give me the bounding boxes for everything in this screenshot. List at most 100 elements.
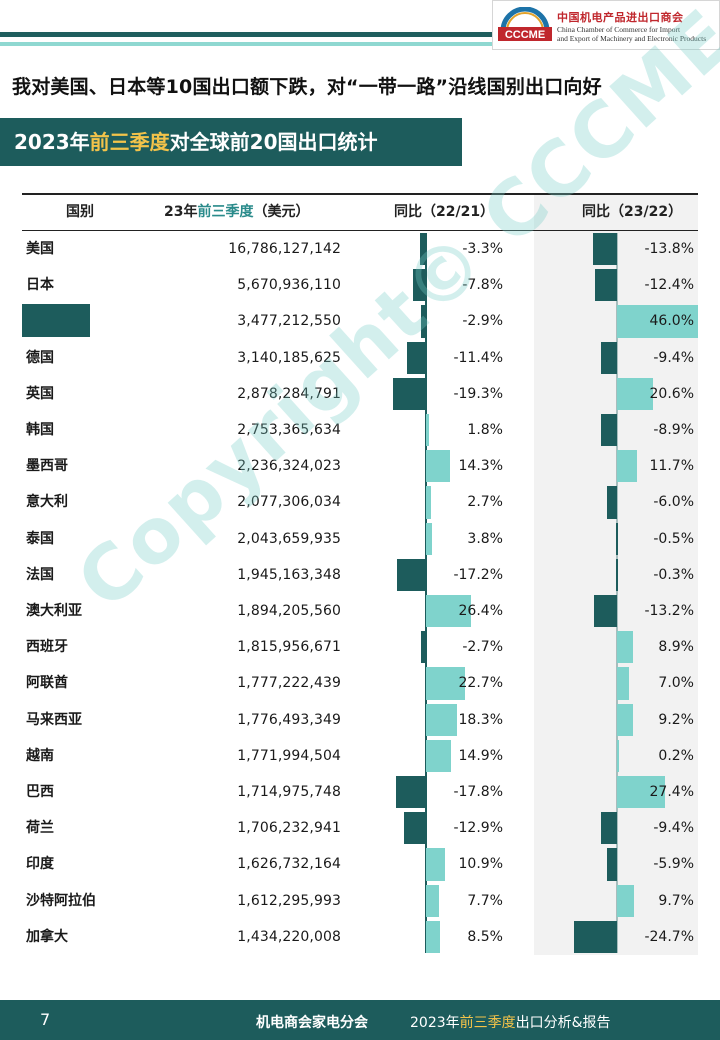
bar-yoy-22-21 [406, 341, 426, 374]
bar-yoy-22-21 [421, 631, 426, 664]
bar-yoy-23-22 [617, 631, 633, 664]
section-title-prefix: 2023年 [14, 130, 90, 154]
country-name: 美国 [26, 241, 54, 257]
country-name: 英国 [26, 385, 54, 402]
table-header-bottom-rule [22, 230, 698, 231]
export-value: 2,753,365,634 [237, 422, 341, 438]
yoy-23-22-label: 9.2% [658, 711, 694, 728]
bar-yoy-22-21 [426, 414, 430, 447]
bar-yoy-22-21 [426, 884, 440, 917]
header-value-highlight: 前三季度 [197, 204, 254, 220]
yoy-23-22-label: 46.0% [649, 313, 694, 330]
page-number: 7 [40, 1010, 51, 1029]
bar-yoy-22-21 [426, 848, 445, 881]
yoy-23-22-label: -8.9% [653, 422, 694, 438]
country-name: 加拿大 [26, 928, 68, 945]
bar-yoy-22-21 [426, 920, 441, 953]
header-value-suffix: （美元） [253, 204, 310, 220]
export-value: 1,815,956,671 [237, 639, 341, 656]
export-value: 1,612,295,993 [237, 892, 341, 909]
yoy-22-21-label: -19.3% [453, 385, 503, 402]
country-name: 韩国 [26, 422, 54, 438]
bar-yoy-22-21 [426, 522, 433, 555]
bar-yoy-23-22 [600, 341, 617, 374]
yoy-22-21-label: -17.2% [453, 566, 503, 583]
footer-report-suffix: 出口分析&报告 [515, 1015, 611, 1031]
yoy-22-21-label: 3.8% [467, 530, 503, 547]
bar-yoy-22-21 [420, 233, 426, 266]
country-name: 马来西亚 [26, 711, 82, 728]
footer-report-prefix: 2023年 [410, 1015, 460, 1031]
footer-organization: 机电商会家电分会 [256, 1015, 368, 1031]
table-header-top-rule [22, 193, 698, 195]
header-value-prefix: 23年 [164, 204, 198, 220]
country-name: 巴西 [26, 784, 54, 800]
country-name: 墨西哥 [26, 458, 68, 475]
export-value: 1,706,232,941 [237, 820, 341, 837]
yoy-22-21-label: 8.5% [467, 928, 503, 945]
redacted-country-block [22, 304, 90, 337]
country-name: 印度 [26, 856, 54, 873]
footer-report-highlight: 前三季度 [459, 1015, 516, 1031]
country-name: 西班牙 [26, 639, 68, 656]
yoy-23-22-label: -9.4% [653, 349, 694, 366]
yoy-23-22-label: 8.9% [658, 639, 694, 656]
export-value: 1,945,163,348 [237, 566, 341, 583]
country-name: 法国 [26, 566, 54, 583]
bar-yoy-22-21 [396, 558, 426, 591]
bar-yoy-23-22 [606, 486, 617, 519]
yoy-23-22-label: -6.0% [653, 494, 694, 511]
yoy-23-22-label: 27.4% [649, 784, 694, 800]
bar-yoy-22-21 [404, 812, 426, 845]
yoy-23-22-label: 9.7% [658, 892, 694, 909]
export-value: 1,771,994,504 [237, 747, 341, 764]
bar-yoy-22-21 [426, 450, 451, 483]
bar-yoy-23-22 [617, 739, 619, 772]
yoy-22-21-label: 1.8% [467, 422, 503, 438]
bar-yoy-23-22 [601, 414, 617, 447]
country-name: 阿联酋 [26, 675, 68, 692]
logo-title: 中国机电产品进出口商会 [557, 11, 684, 24]
export-value: 1,626,732,164 [237, 856, 341, 873]
bar-yoy-23-22 [617, 703, 634, 736]
bar-yoy-22-21 [426, 739, 452, 772]
yoy-22-21-label: 14.3% [458, 458, 503, 475]
yoy-22-21-label: -12.9% [453, 820, 503, 837]
section-title-suffix: 对全球前20国出口统计 [169, 130, 378, 154]
bar-yoy-23-22 [617, 305, 698, 338]
yoy23-zero-axis [616, 233, 618, 953]
yoy-23-22-label: -9.4% [653, 820, 694, 837]
cccme-logo-icon: CCCME [498, 7, 552, 41]
section-title: 2023年前三季度对全球前20国出口统计 [0, 118, 462, 166]
export-value: 5,670,936,110 [237, 277, 341, 294]
yoy-22-21-label: -17.8% [453, 784, 503, 800]
bar-yoy-23-22 [573, 920, 617, 953]
bar-yoy-22-21 [426, 595, 471, 628]
header-yoy-23-22: 同比（23/22） [582, 204, 683, 220]
export-value: 3,140,185,625 [237, 349, 341, 366]
yoy-22-21-label: 14.9% [458, 747, 503, 764]
export-value: 2,878,284,791 [237, 385, 341, 402]
export-value: 3,477,212,550 [237, 313, 341, 330]
yoy-23-22-label: -13.2% [644, 603, 694, 619]
header-value: 23年前三季度（美元） [164, 201, 309, 221]
yoy-23-22-label: 0.2% [658, 747, 694, 764]
page-footer: 7 机电商会家电分会 2023年前三季度出口分析&报告 [0, 1000, 720, 1040]
bar-yoy-23-22 [606, 848, 617, 881]
header-country: 国别 [66, 204, 94, 220]
yoy-23-22-label: -24.7% [644, 928, 694, 945]
bar-yoy-23-22 [617, 776, 665, 809]
yoy-22-21-label: -2.9% [462, 313, 503, 330]
country-name: 沙特阿拉伯 [26, 892, 96, 909]
bar-yoy-22-21 [393, 377, 426, 410]
yoy-23-22-label: -0.3% [653, 566, 694, 583]
yoy-23-22-label: 11.7% [649, 458, 694, 475]
top-stripe-light [0, 42, 720, 46]
yoy-22-21-label: 7.7% [467, 892, 503, 909]
yoy-22-21-label: 22.7% [458, 675, 503, 692]
bar-yoy-22-21 [426, 486, 431, 519]
section-title-highlight: 前三季度 [89, 130, 170, 154]
yoy22-zero-axis [425, 233, 427, 953]
header-yoy-22-21: 同比（22/21） [394, 204, 495, 220]
bar-yoy-22-21 [395, 776, 426, 809]
